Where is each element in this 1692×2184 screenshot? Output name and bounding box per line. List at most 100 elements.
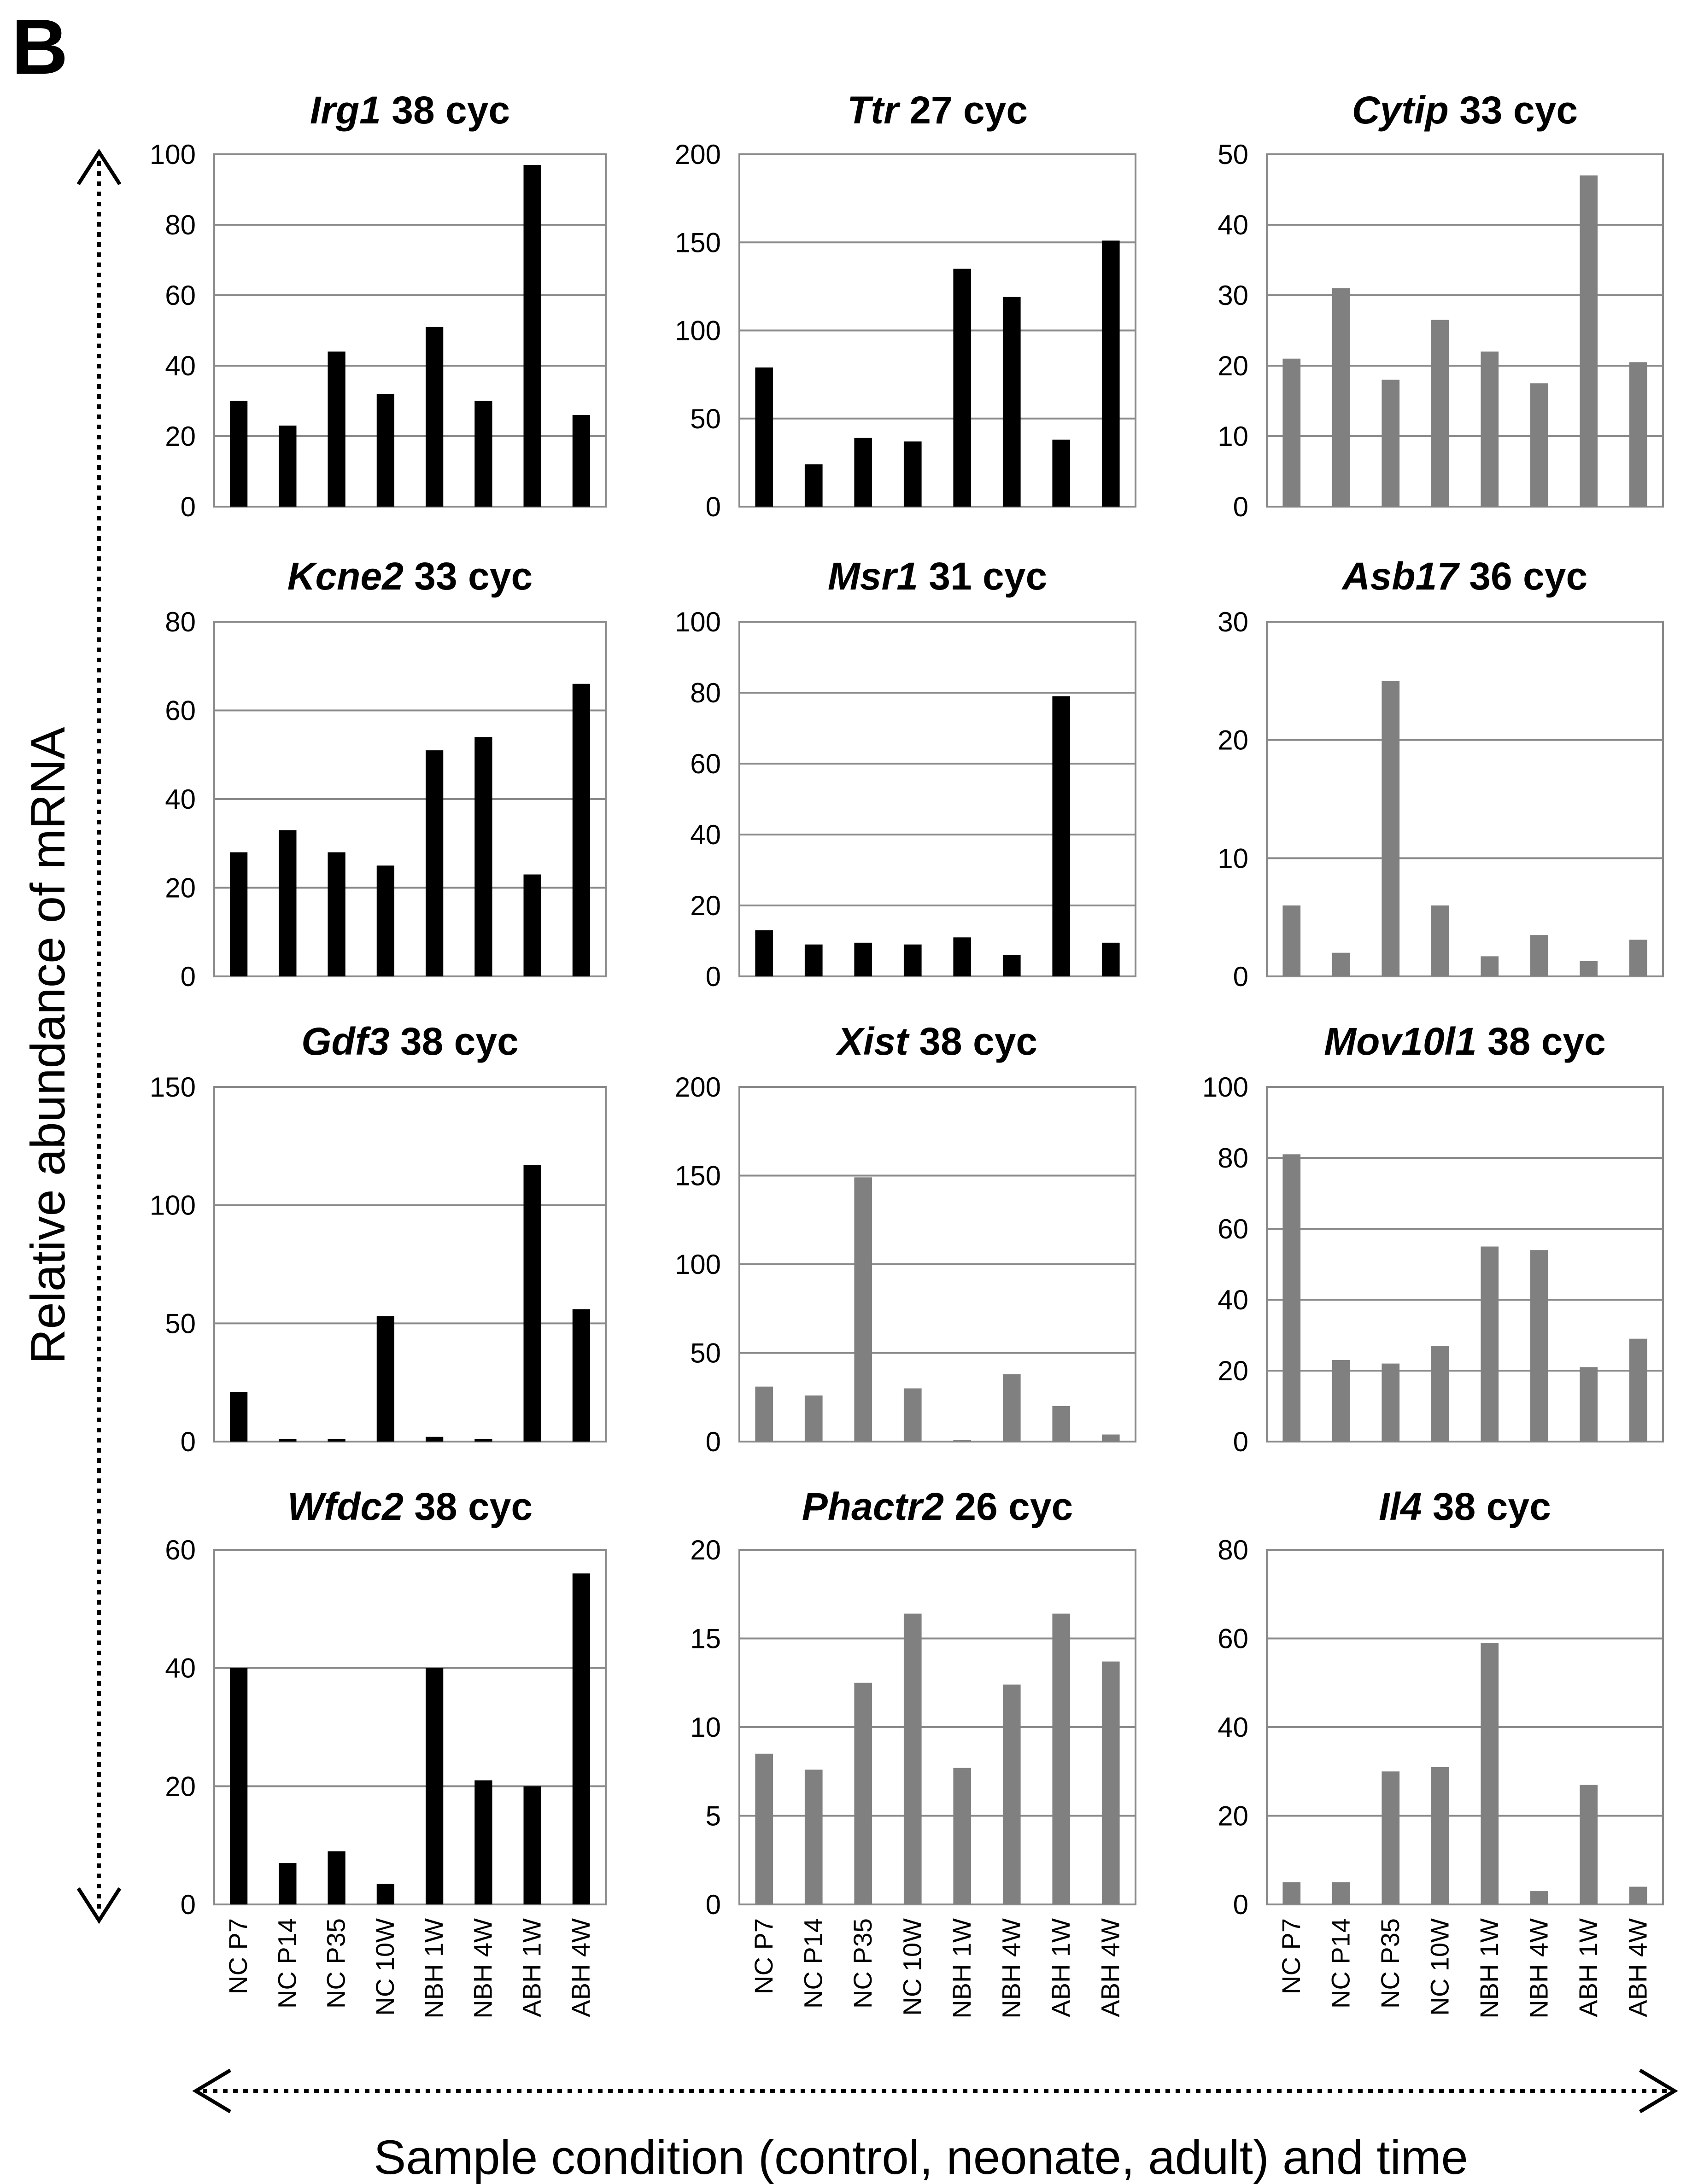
bar: [804, 1395, 823, 1442]
y-tick-label: 100: [150, 139, 196, 170]
bar: [572, 683, 590, 976]
bar: [1002, 297, 1021, 507]
x-category-label: NC P14: [1326, 1918, 1355, 2009]
bar: [1382, 1771, 1400, 1904]
bar: [1530, 383, 1548, 507]
y-tick-label: 150: [150, 1072, 196, 1103]
bar: [328, 852, 345, 976]
x-category-label: ABH 1W: [1574, 1918, 1603, 2017]
bar: [328, 1851, 345, 1904]
bar: [1629, 362, 1647, 507]
x-category-label: ABH 4W: [1095, 1918, 1124, 2017]
y-tick-label: 30: [1218, 280, 1248, 311]
bar: [1382, 1363, 1400, 1442]
chart-title: Kcne2 33 cyc: [287, 555, 533, 598]
bar: [1431, 1767, 1449, 1904]
chart-title: Cytip 33 cyc: [1352, 88, 1578, 132]
x-category-label: NBH 1W: [419, 1918, 448, 2019]
y-tick-label: 15: [690, 1623, 721, 1654]
y-tick-label: 60: [1218, 1623, 1248, 1654]
chart-title: Wfdc2 38 cyc: [287, 1485, 533, 1528]
bar: [953, 937, 972, 976]
bar: [1332, 288, 1350, 507]
y-tick-label: 20: [165, 1771, 196, 1802]
chart-irg1: Irg1 38 cyc 0 20 40 60 80 100: [150, 88, 607, 522]
bar: [279, 830, 297, 976]
plot-frame: [738, 1086, 1136, 1442]
bar: [328, 351, 345, 507]
gene-name: Cytip: [1352, 88, 1449, 132]
gene-name: Kcne2: [287, 555, 404, 598]
bar: [804, 464, 823, 507]
y-tick-label: 0: [706, 1889, 721, 1920]
plot-frame: [738, 1549, 1136, 1905]
cycle-count: 38 cyc: [1422, 1485, 1551, 1528]
plot-frame: [1266, 153, 1664, 508]
plot-frame: [1266, 621, 1664, 977]
y-tick-label: 80: [1218, 1143, 1248, 1174]
gene-name: Xist: [836, 1020, 910, 1063]
y-tick-label: 40: [1218, 210, 1248, 240]
bar: [1052, 439, 1071, 507]
x-axis-arrow: [192, 2068, 1678, 2114]
bar: [523, 1786, 541, 1904]
x-category-label: NBH 1W: [1475, 1918, 1504, 2019]
cycle-count: 36 cyc: [1458, 555, 1587, 598]
bar: [376, 394, 394, 507]
y-tick-label: 0: [181, 961, 196, 992]
plot-frame: [213, 1549, 607, 1905]
x-category-label: NC P7: [749, 1918, 778, 1994]
bar: [1629, 940, 1647, 976]
y-tick-label: 40: [1218, 1712, 1248, 1743]
y-tick-label: 20: [1218, 1355, 1248, 1386]
chart-title: Asb17 36 cyc: [1341, 555, 1587, 598]
chart-title: Phactr2 26 cyc: [802, 1485, 1073, 1528]
bar: [1580, 175, 1598, 507]
x-category-label: NC 10W: [1425, 1918, 1454, 2016]
bar: [854, 438, 872, 507]
y-axis-label: Relative abundance of mRNA: [21, 727, 75, 1364]
y-tick-label: 80: [165, 210, 196, 240]
x-category-label: NC P35: [1376, 1918, 1405, 2009]
chart-gdf3: Gdf3 38 cyc 0 50 100 150: [150, 1020, 607, 1457]
x-category-label: NBH 4W: [1524, 1918, 1553, 2019]
plot-frame: [213, 621, 607, 977]
y-tick-label: 20: [1218, 725, 1248, 756]
bar: [804, 1769, 823, 1904]
x-category-label: ABH 1W: [517, 1918, 546, 2017]
bar: [426, 1437, 444, 1442]
gene-name: Phactr2: [802, 1485, 944, 1528]
chart-ttr: Ttr 27 cyc 0 50 100 150 200: [675, 88, 1136, 522]
plot-frame: [1266, 1086, 1664, 1442]
bar: [1481, 1643, 1499, 1904]
gene-name: Wfdc2: [287, 1485, 404, 1528]
cycle-count: 31 cyc: [918, 555, 1047, 598]
gene-name: Il4: [1379, 1485, 1422, 1528]
bar: [1530, 935, 1548, 976]
y-tick-label: 0: [706, 491, 721, 522]
bar: [1530, 1891, 1548, 1904]
y-tick-label: 20: [690, 890, 721, 921]
x-axis-label: Sample condition (control, neonate, adul…: [374, 2131, 1468, 2184]
y-tick-label: 20: [165, 421, 196, 452]
chart-wfdc2: Wfdc2 38 cyc 0 20 40 60 NC P7 NC P14 NC P35 NC 1…: [165, 1485, 607, 2019]
bar: [755, 367, 773, 507]
chart-title: Xist 38 cyc: [836, 1020, 1037, 1063]
bar: [1282, 358, 1301, 507]
y-tick-label: 10: [1218, 421, 1248, 452]
chart-title: Mov10l1 38 cyc: [1324, 1020, 1606, 1063]
cycle-count: 26 cyc: [944, 1485, 1073, 1528]
panel-label: B: [12, 3, 68, 91]
bar: [1481, 351, 1499, 507]
y-tick-label: 200: [675, 1072, 721, 1103]
y-tick-label: 60: [165, 695, 196, 726]
y-tick-label: 0: [181, 1426, 196, 1457]
cycle-count: 33 cyc: [1449, 88, 1578, 132]
y-tick-label: 50: [690, 403, 721, 434]
chart-phactr2: Phactr2 26 cyc 0 5 10 15 20 NC P7 NC P14 NC P35 N…: [690, 1485, 1136, 2019]
bar: [755, 930, 773, 976]
y-tick-label: 40: [1218, 1285, 1248, 1315]
bar: [1629, 1338, 1647, 1442]
y-tick-label: 150: [675, 227, 721, 258]
bar: [523, 1165, 541, 1442]
